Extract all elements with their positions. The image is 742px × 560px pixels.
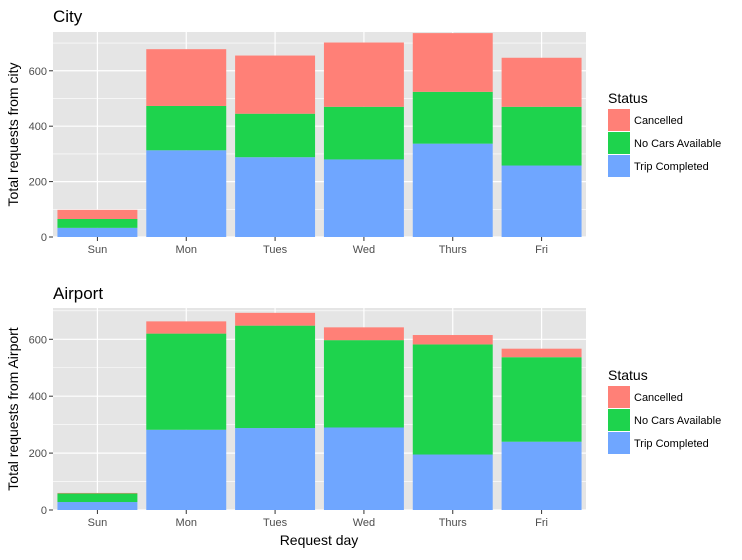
bar-fri-no-cars-available [501,106,582,166]
bar-thurs-cancelled [412,33,493,92]
x-tick-label: Thurs [439,517,468,529]
bar-wed-cancelled [323,327,404,341]
bar-fri-cancelled [501,57,582,107]
panel-background [53,308,586,510]
bar-thurs-trip-completed [412,454,493,510]
x-tick-label: Wed [353,517,375,529]
x-tick-label: Tues [263,517,288,529]
panel-background [53,32,586,237]
legend-key-trip-completed [608,432,630,454]
legend-title: Status [608,90,648,106]
bar-tues-trip-completed [235,428,316,510]
bar-mon-trip-completed [146,429,227,510]
bar-wed-no-cars-available [323,340,404,428]
x-tick-label: Sun [88,244,108,256]
bar-thurs-cancelled [412,335,493,345]
y-tick-label: 200 [29,448,47,460]
y-tick-label: 0 [41,505,47,517]
chart-airport: 0 200 400 600 Sun Mon Tues Wed Thurs Fri Airport To… [5,284,721,529]
x-tick-label: Mon [176,244,197,256]
bar-wed-trip-completed [323,159,404,237]
x-axis-label: Request day [280,532,359,548]
bar-sun-trip-completed [57,502,138,510]
legend-title: Status [608,367,648,383]
legend-label: Trip Completed [634,161,709,173]
bar-mon-cancelled [146,321,227,334]
legend-label: No Cars Available [634,138,721,150]
bar-thurs-no-cars-available [412,344,493,455]
x-tick-label: Thurs [439,244,468,256]
bar-thurs-trip-completed [412,143,493,237]
bar-mon-no-cars-available [146,105,227,151]
y-tick-label: 400 [29,391,47,403]
y-axis-label: Total requests from Airport [5,327,21,491]
legend-label: Cancelled [634,392,683,404]
charts-layer: 0 200 400 600 Sun Mon Tues Wed Thurs Fri City Total… [5,7,721,529]
bar-sun-cancelled [57,209,138,219]
bar-tues-cancelled [235,312,316,326]
bar-sun-no-cars-available [57,493,138,503]
chart-city: 0 200 400 600 Sun Mon Tues Wed Thurs Fri City Total… [5,7,721,256]
x-tick-label: Fri [535,517,548,529]
bar-fri-trip-completed [501,165,582,237]
bar-thurs-no-cars-available [412,91,493,144]
bar-wed-cancelled [323,42,404,107]
bar-mon-cancelled [146,49,227,106]
bar-fri-cancelled [501,348,582,358]
legend-key-cancelled [608,386,630,408]
x-tick-label: Sun [88,517,108,529]
bar-wed-trip-completed [323,427,404,510]
legend-label: Trip Completed [634,438,709,450]
x-tick-label: Mon [176,517,197,529]
y-tick-label: 400 [29,121,47,133]
bar-sun-no-cars-available [57,218,138,228]
x-tick-label: Tues [263,244,288,256]
bar-tues-no-cars-available [235,113,316,158]
y-tick-label: 600 [29,334,47,346]
legend-label: Cancelled [634,115,683,127]
chart-title: Airport [53,284,103,303]
legend-label: No Cars Available [634,415,721,427]
y-tick-label: 600 [29,66,47,78]
bar-fri-no-cars-available [501,357,582,442]
bar-fri-trip-completed [501,441,582,510]
y-axis-label: Total requests from city [5,63,21,207]
legend-key-cancelled [608,109,630,131]
legend-key-no-cars-available [608,132,630,154]
bar-mon-trip-completed [146,150,227,237]
bar-sun-cancelled [57,492,138,494]
bar-wed-no-cars-available [323,106,404,160]
bar-tues-no-cars-available [235,325,316,429]
y-tick-label: 0 [41,232,47,244]
x-tick-label: Fri [535,244,548,256]
chart-title: City [53,7,83,26]
bar-tues-cancelled [235,55,316,114]
bar-tues-trip-completed [235,157,316,237]
x-tick-label: Wed [353,244,375,256]
bar-mon-no-cars-available [146,333,227,430]
legend-key-no-cars-available [608,409,630,431]
bar-sun-trip-completed [57,227,138,237]
legend-key-trip-completed [608,155,630,177]
y-tick-label: 200 [29,177,47,189]
